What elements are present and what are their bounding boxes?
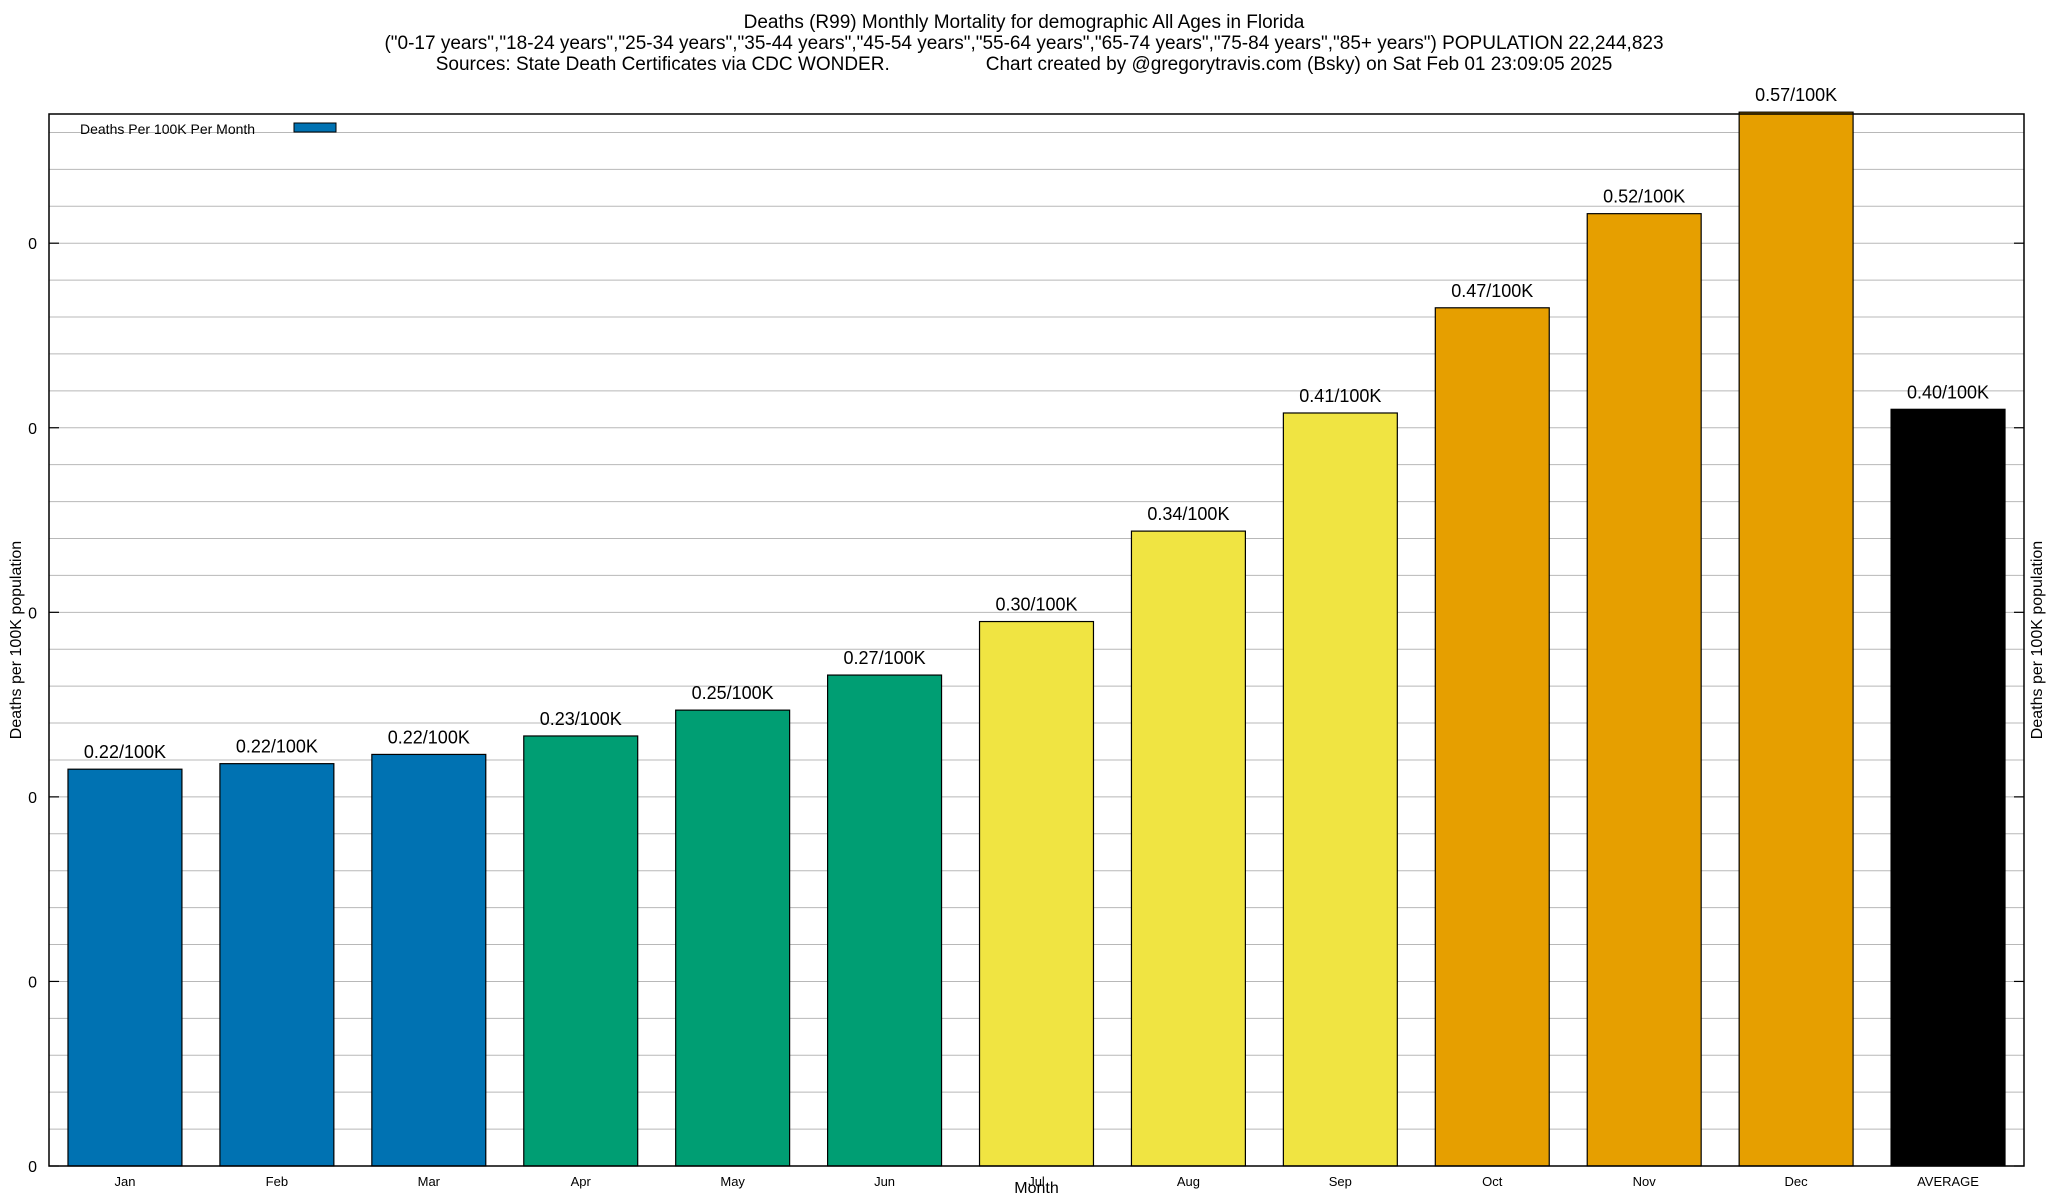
x-tick-label: Oct (1482, 1174, 1503, 1189)
credit-text: Chart created by @gregorytravis.com (Bsk… (985, 54, 1613, 75)
y-tick-label: 0 (28, 974, 37, 991)
y-tick-label: 0 (28, 236, 37, 253)
plot-frame (48, 113, 2025, 1167)
bar-value-label: 0.23/100K (540, 709, 622, 729)
y-tick-label: 0 (28, 1159, 37, 1176)
chart-sources-line: Sources: State Death Certificates via CD… (0, 54, 2048, 75)
bar-value-label: 0.34/100K (1147, 504, 1229, 524)
bar-value-label: 0.41/100K (1299, 386, 1381, 406)
bar-aug (1130, 530, 1246, 1167)
axis-ticks: 0 0 0 0 0 0 Jan Feb Mar Apr May Jun Jul Aug Sep Oct Nov D… (28, 236, 2024, 1189)
bar-nov (1586, 213, 1702, 1167)
bar-value-label: 0.52/100K (1603, 187, 1685, 207)
x-tick-label: Apr (571, 1174, 592, 1189)
bar-value-label: 0.47/100K (1451, 281, 1533, 301)
bar-value-label: 0.30/100K (995, 595, 1077, 615)
chart-title-block: Deaths (R99) Monthly Mortality for demog… (0, 12, 2048, 75)
chart-title: Deaths (R99) Monthly Mortality for demog… (743, 12, 1305, 33)
bar-jun (827, 674, 943, 1167)
chart-subtitle: ("0-17 years","18-24 years","25-34 years… (384, 33, 1664, 54)
bar-mar (371, 753, 487, 1167)
bar-may (675, 709, 791, 1167)
x-tick-label: Jun (874, 1174, 895, 1189)
x-tick-label: Jan (114, 1174, 135, 1189)
x-axis-title: Month (1014, 1180, 1058, 1197)
bar-value-label: 0.27/100K (844, 648, 926, 668)
x-tick-label: Jul (1028, 1174, 1045, 1189)
bar-value-label: 0.22/100K (84, 742, 166, 762)
bar-oct (1434, 307, 1550, 1167)
bar-value-label: 0.40/100K (1907, 382, 1989, 402)
bar-jul (978, 620, 1095, 1167)
bar-jan (67, 768, 183, 1167)
bars: 0.22/100K 0.22/100K 0.22/100K 0.23/100K 0.25… (67, 85, 2006, 1167)
legend: Deaths Per 100K Per Month (80, 121, 337, 137)
bar-feb (219, 763, 335, 1167)
sources-text: Sources: State Death Certificates via CD… (435, 54, 890, 75)
bar-value-label: 0.25/100K (692, 683, 774, 703)
legend-label: Deaths Per 100K Per Month (80, 121, 255, 137)
bar-sep (1282, 412, 1398, 1167)
x-tick-label: Sep (1329, 1174, 1352, 1189)
x-tick-label: Mar (418, 1174, 441, 1189)
bar-apr (523, 735, 639, 1167)
x-tick-label: AVERAGE (1917, 1174, 1979, 1189)
x-tick-label: Dec (1785, 1174, 1809, 1189)
y-tick-label: 0 (28, 605, 37, 622)
bar-value-label: 0.57/100K (1755, 85, 1837, 105)
bar-value-label: 0.22/100K (388, 727, 470, 747)
bar-average (1890, 408, 2006, 1167)
y-tick-label: 0 (28, 421, 37, 438)
x-tick-label: Nov (1633, 1174, 1657, 1189)
y-axis-title: Deaths per 100K population (8, 541, 25, 739)
y-axis-title-right: Deaths per 100K population (2029, 541, 2046, 739)
x-tick-label: Aug (1177, 1174, 1200, 1189)
x-tick-label: Feb (266, 1174, 288, 1189)
bar-value-label: 0.22/100K (236, 737, 318, 757)
bar-dec (1738, 111, 1854, 1167)
legend-swatch (293, 122, 337, 133)
x-tick-label: May (720, 1174, 745, 1189)
y-tick-label: 0 (28, 790, 37, 807)
